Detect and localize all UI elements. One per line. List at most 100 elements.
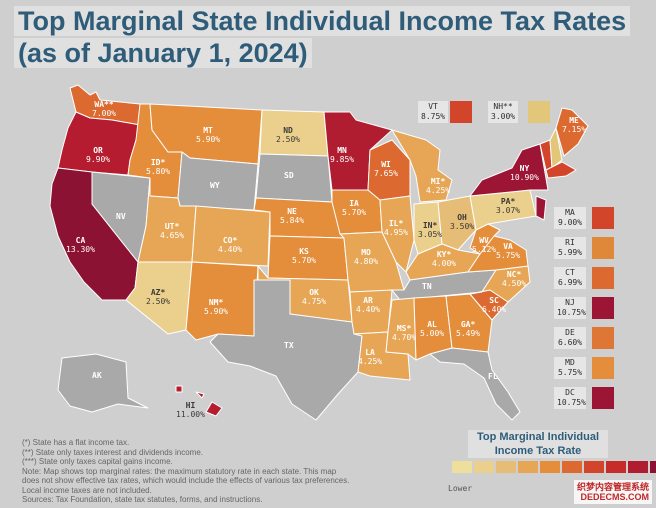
- footnotes: (*) State has a flat income tax. (**) St…: [22, 438, 349, 505]
- label-ND: ND 2.50%: [276, 126, 301, 144]
- callout-MA: MA 9.00%: [554, 207, 586, 229]
- ramp-step: [650, 461, 656, 473]
- label-NV: NV: [116, 212, 126, 221]
- label-WV: WV 5.12%: [472, 236, 497, 254]
- callout-MD-swatch: [592, 357, 614, 379]
- label-OH: OH 3.50%: [450, 213, 475, 231]
- ramp-step: [518, 461, 538, 473]
- label-FL: FL: [488, 372, 498, 381]
- ramp-step: [606, 461, 626, 473]
- callout-DE-swatch: [592, 327, 614, 349]
- note-line-2: does not show effective tax rates, which…: [22, 476, 350, 485]
- ramp-step: [628, 461, 648, 473]
- label-LA: LA 4.25%: [358, 348, 383, 366]
- label-MN: MN 9.85%: [330, 146, 355, 164]
- label-AR: AR 4.40%: [356, 296, 381, 314]
- callout-NJ: NJ 10.75%: [554, 297, 586, 319]
- label-ME: ME 7.15%: [562, 116, 587, 134]
- callout-VT: VT 8.75%: [418, 101, 449, 123]
- label-IN: IN* 3.05%: [418, 221, 443, 239]
- callout-NJ-swatch: [592, 297, 614, 319]
- callout-MA-swatch: [592, 207, 614, 229]
- label-WY: WY: [210, 181, 220, 190]
- watermark-line-1: 织梦内容管理系统: [576, 482, 649, 492]
- watermark: 织梦内容管理系统 DEDECMS.COM: [573, 480, 652, 504]
- label-MT: MT 5.90%: [196, 126, 221, 144]
- label-MI: MI* 4.25%: [426, 177, 451, 195]
- label-PA: PA* 3.07%: [496, 197, 521, 215]
- legend-low-label: Lower: [448, 484, 473, 493]
- state-NH: [549, 127, 563, 169]
- label-AK: AK: [92, 371, 102, 380]
- callout-DC-swatch: [592, 387, 614, 409]
- label-WI: WI 7.65%: [374, 160, 399, 178]
- state-HI: [175, 385, 223, 417]
- label-OK: OK 4.75%: [302, 288, 327, 306]
- state-NJ: [535, 195, 547, 221]
- state-AK: [57, 353, 149, 413]
- label-IL: IL* 4.95%: [384, 219, 409, 237]
- state-MA: [545, 161, 577, 179]
- footnote-interest: (**) State only taxes interest and divid…: [22, 447, 203, 457]
- state-CO: [191, 205, 271, 267]
- footnote-flat: (*) State has a flat income tax.: [22, 438, 130, 447]
- label-CO: CO* 4.40%: [218, 236, 243, 254]
- state-MI: [391, 129, 453, 203]
- ramp-step: [496, 461, 516, 473]
- ramp-step: [474, 461, 494, 473]
- label-KS: KS 5.70%: [292, 247, 317, 265]
- label-IA: IA 5.70%: [342, 199, 367, 217]
- sources: Sources: Tax Foundation, state tax statu…: [22, 495, 263, 504]
- label-VA: VA 5.75%: [496, 242, 521, 260]
- note-line-3: Local income taxes are not included.: [22, 485, 152, 495]
- callout-DC: DC 10.75%: [554, 387, 586, 409]
- label-GA: GA* 5.49%: [456, 320, 481, 338]
- ramp-step: [452, 461, 472, 473]
- callout-MD: MD 5.75%: [554, 357, 586, 379]
- label-HI: HI 11.00%: [176, 401, 205, 419]
- state-OH: [437, 195, 477, 251]
- label-MO: MO 4.80%: [354, 248, 379, 266]
- label-AZ: AZ* 2.50%: [146, 288, 171, 306]
- label-MS: MS* 4.70%: [392, 324, 417, 342]
- label-NC: NC* 4.50%: [502, 270, 527, 288]
- label-KY: KY* 4.00%: [432, 250, 457, 268]
- callout-CT-swatch: [592, 267, 614, 289]
- label-NM: NM* 5.90%: [204, 298, 229, 316]
- callout-NH-swatch: [528, 101, 550, 123]
- label-SD: SD: [284, 171, 294, 180]
- label-UT: UT* 4.65%: [160, 222, 185, 240]
- legend-title: Top Marginal Individual Income Tax Rate: [468, 430, 608, 458]
- ramp-step: [584, 461, 604, 473]
- callout-NH: NH** 3.00%: [488, 101, 519, 123]
- title-line-1: Top Marginal State Individual Income Tax…: [14, 6, 631, 36]
- state-NY: [469, 143, 549, 197]
- label-WA: WA** 7.00%: [92, 100, 117, 118]
- state-GA: [445, 293, 493, 353]
- state-SD: [255, 153, 333, 203]
- legend-color-ramp: [452, 461, 656, 473]
- page-title: Top Marginal State Individual Income Tax…: [14, 6, 631, 70]
- state-ME: [555, 107, 589, 157]
- callout-DE: DE 6.60%: [554, 327, 586, 349]
- label-CA: CA 13.30%: [66, 236, 95, 254]
- ramp-step: [562, 461, 582, 473]
- label-TN: TN: [422, 282, 432, 291]
- label-OR: OR 9.90%: [86, 146, 111, 164]
- callout-CT: CT 6.99%: [554, 267, 586, 289]
- callout-RI-swatch: [592, 237, 614, 259]
- state-TX: [209, 279, 363, 421]
- label-AL: AL 5.00%: [420, 320, 445, 338]
- watermark-line-2: DEDECMS.COM: [580, 492, 649, 502]
- label-ID: ID* 5.80%: [146, 158, 171, 176]
- label-SC: SC 6.40%: [482, 296, 507, 314]
- title-line-2: (as of January 1, 2024): [14, 38, 312, 68]
- label-NE: NE 5.84%: [280, 207, 305, 225]
- callout-RI: RI 5.99%: [554, 237, 586, 259]
- label-TX: TX: [284, 341, 294, 350]
- callout-VT-swatch: [450, 101, 472, 123]
- footnote-capgains: (***) State only taxes capital gains inc…: [22, 457, 173, 466]
- label-NY: NY 10.90%: [510, 164, 539, 182]
- note-line-1: Note: Map shows top marginal rates: the …: [22, 466, 337, 476]
